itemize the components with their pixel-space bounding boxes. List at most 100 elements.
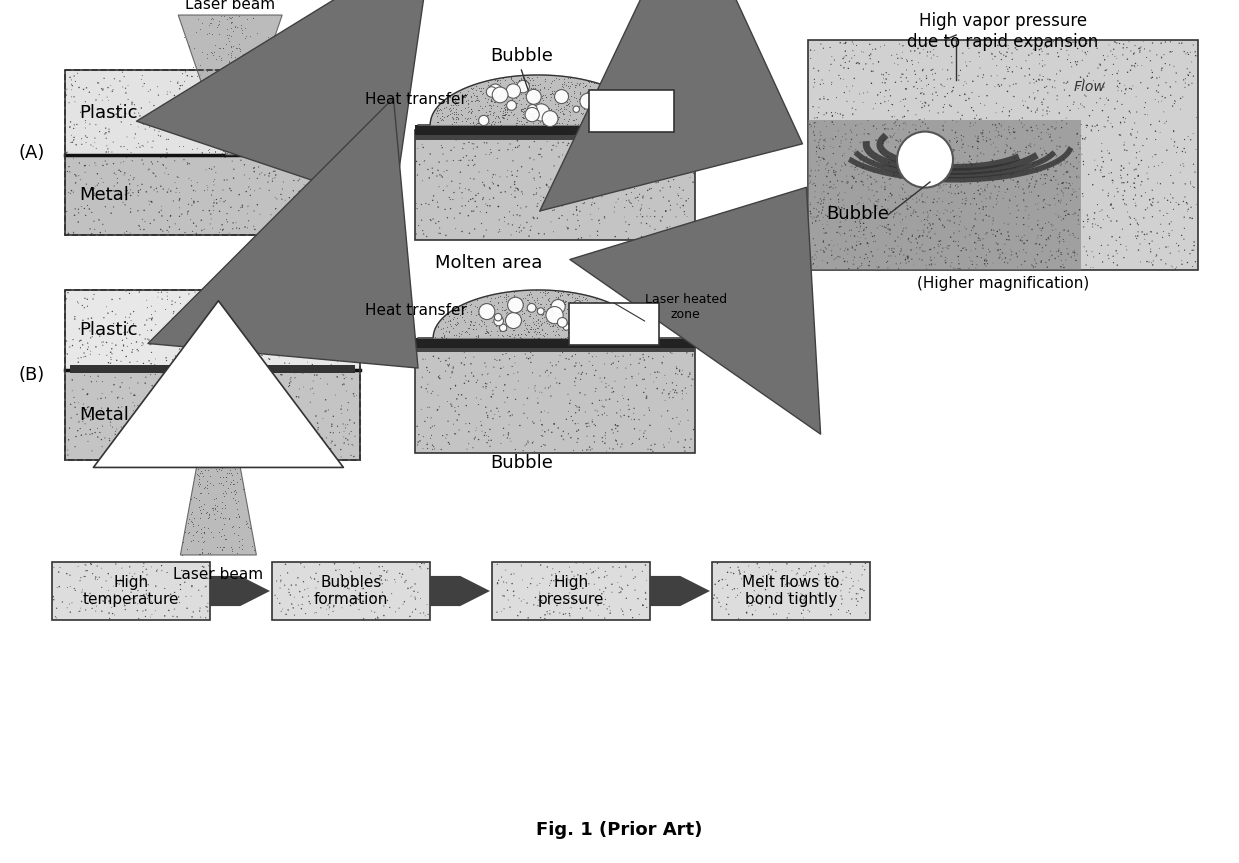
Point <box>105 425 125 438</box>
Point <box>1067 169 1087 183</box>
Point <box>673 392 693 406</box>
Point <box>85 118 105 132</box>
Point <box>199 113 219 127</box>
Point <box>995 145 1015 159</box>
Point <box>1099 211 1119 224</box>
Point <box>986 106 1006 120</box>
Point <box>611 440 631 454</box>
Point <box>368 572 388 586</box>
Point <box>668 340 688 354</box>
Point <box>202 423 222 437</box>
Point <box>1163 203 1183 217</box>
Point <box>162 439 182 453</box>
Point <box>1027 162 1047 176</box>
Point <box>1157 143 1177 157</box>
Point <box>284 199 304 213</box>
Text: Bubble: Bubble <box>489 454 553 472</box>
Point <box>541 306 561 319</box>
Point <box>1092 136 1111 150</box>
Point <box>924 241 944 255</box>
Point <box>504 101 524 115</box>
Point <box>607 319 627 333</box>
Point <box>1162 260 1182 274</box>
Point <box>62 129 82 142</box>
Point <box>835 36 855 50</box>
Point <box>840 84 860 98</box>
Point <box>890 37 909 51</box>
Point <box>1125 180 1145 194</box>
Point <box>460 111 479 125</box>
Point <box>73 313 93 327</box>
Point <box>834 202 854 216</box>
Point <box>636 592 655 606</box>
Point <box>323 425 343 439</box>
Point <box>269 408 289 422</box>
Point <box>475 135 494 149</box>
Point <box>206 324 225 337</box>
Point <box>913 229 933 243</box>
Point <box>133 338 152 352</box>
Point <box>82 602 102 615</box>
Point <box>463 322 483 336</box>
Point <box>617 151 637 165</box>
Point <box>115 424 135 438</box>
Point <box>436 354 456 368</box>
Point <box>1103 230 1123 243</box>
Point <box>89 213 109 227</box>
Point <box>193 560 213 574</box>
Point <box>188 518 208 532</box>
Point <box>598 100 618 114</box>
Point <box>589 140 608 154</box>
Point <box>353 612 373 626</box>
Point <box>1063 207 1083 221</box>
Point <box>59 569 79 583</box>
Point <box>1129 243 1149 257</box>
Point <box>250 390 270 404</box>
Point <box>97 126 116 140</box>
Point <box>864 166 883 180</box>
Point <box>525 324 545 337</box>
Point <box>92 387 112 400</box>
Point <box>441 202 461 216</box>
Point <box>1067 190 1087 204</box>
Point <box>628 190 648 204</box>
Point <box>949 253 969 267</box>
Text: (A): (A) <box>19 143 45 161</box>
Point <box>850 217 870 230</box>
Point <box>216 70 235 84</box>
Point <box>533 596 553 610</box>
Point <box>1031 36 1051 50</box>
Point <box>1126 146 1146 160</box>
Point <box>229 361 249 375</box>
Point <box>219 131 239 145</box>
Point <box>575 196 595 210</box>
Point <box>534 302 554 316</box>
Point <box>309 420 328 434</box>
Point <box>498 368 518 381</box>
Point <box>249 71 269 85</box>
Point <box>885 207 904 221</box>
Point <box>483 344 503 358</box>
Point <box>738 599 758 613</box>
Point <box>214 173 234 187</box>
Point <box>810 142 830 156</box>
Point <box>591 104 611 117</box>
Point <box>1072 148 1092 161</box>
Point <box>214 389 234 403</box>
Point <box>95 121 115 135</box>
Point <box>933 105 953 119</box>
Point <box>344 389 364 403</box>
Point <box>548 292 567 306</box>
Point <box>302 120 322 134</box>
Point <box>1025 255 1044 268</box>
Point <box>1077 121 1097 135</box>
Point <box>1114 251 1134 265</box>
Point <box>206 445 225 459</box>
Point <box>504 328 524 342</box>
Point <box>876 193 896 207</box>
Point <box>1020 180 1040 193</box>
Point <box>834 50 854 64</box>
Point <box>1094 212 1114 226</box>
Point <box>901 131 921 145</box>
Point <box>441 143 461 157</box>
